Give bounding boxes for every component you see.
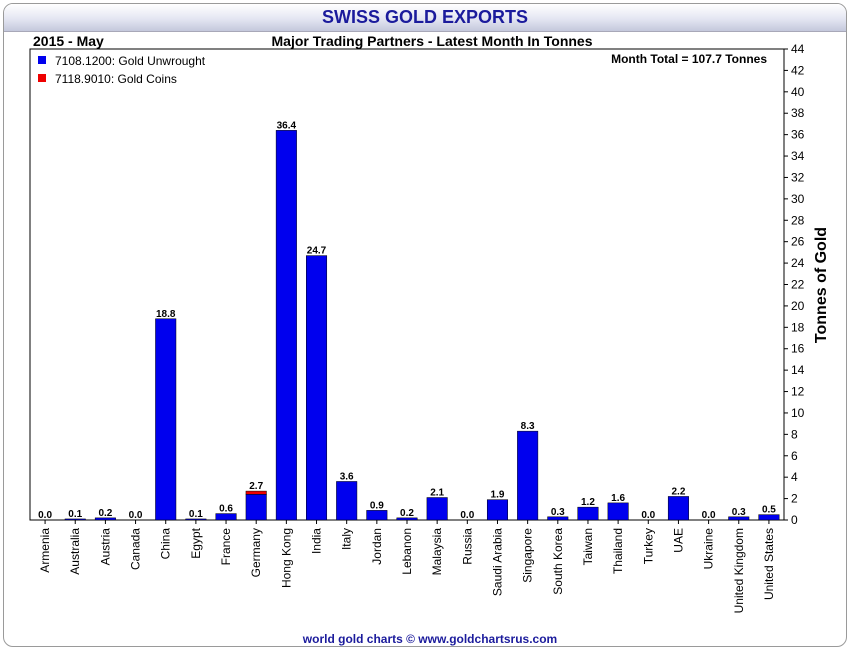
value-label: 1.2 [581,497,595,508]
value-label: 2.7 [249,481,263,492]
value-label: 0.0 [641,510,655,521]
legend-label-coins: 7118.9010: Gold Coins [55,72,177,86]
x-tick-label: Australia [68,528,82,575]
y-axis-title: Tonnes of Gold [813,227,830,343]
x-tick-label: India [310,528,324,554]
x-tick-label: Russia [460,528,474,565]
x-tick-label: Taiwan [581,528,595,565]
x-tick-label: Austria [98,528,112,566]
y-tick-label: 8 [791,427,798,441]
x-tick-label: Ukraine [702,528,716,570]
value-label: 0.1 [68,509,82,520]
y-tick-label: 30 [791,192,805,206]
x-tick-label: Egypt [189,527,203,558]
y-tick-label: 28 [791,213,805,227]
x-tick-label: Turkey [641,528,655,564]
x-tick-label: Jordan [370,528,384,565]
y-tick-label: 22 [791,278,805,292]
x-tick-label: Singapore [521,528,535,583]
y-tick-label: 44 [791,42,805,56]
y-tick-label: 14 [791,363,805,377]
bar-germany-series-0 [246,494,267,520]
x-tick-label: Germany [249,528,263,577]
x-tick-label: United States [762,528,776,600]
bar-singapore-series-0 [517,431,538,520]
x-tick-label: United Kingdom [732,528,746,613]
value-label: 0.5 [762,505,776,516]
value-label: 8.3 [521,421,535,432]
x-tick-label: France [219,528,233,566]
x-tick-label: Malaysia [430,528,444,576]
y-tick-label: 40 [791,85,805,99]
x-tick-label: Italy [340,528,354,550]
x-tick-label: Thailand [611,528,625,574]
value-label: 0.0 [702,510,716,521]
bar-taiwan-series-0 [578,507,599,520]
value-label: 0.3 [551,507,565,518]
value-label: 0.6 [219,504,233,515]
value-label: 2.2 [671,486,685,497]
x-tick-label: Hong Kong [279,528,293,588]
y-tick-label: 0 [791,513,798,527]
legend-swatch-unwrought [38,56,46,64]
value-label: 0.2 [98,508,112,519]
y-tick-label: 18 [791,320,805,334]
y-tick-label: 16 [791,342,805,356]
y-tick-label: 4 [791,470,798,484]
y-tick-label: 2 [791,492,798,506]
plot-area [30,49,784,520]
x-tick-label: Armenia [38,528,52,573]
y-tick-label: 42 [791,63,805,77]
y-tick-label: 34 [791,149,805,163]
bar-uae-series-0 [668,496,689,520]
value-label: 0.0 [38,510,52,521]
legend-swatch-coins [38,74,46,82]
value-label: 0.1 [189,509,203,520]
value-label: 1.9 [491,490,505,501]
bar-saudi-arabia-series-0 [487,500,508,520]
y-axis: 0246810121416182022242628303234363840424… [784,42,805,527]
legend-label-unwrought: 7108.1200: Gold Unwrought [55,54,206,68]
y-tick-label: 12 [791,385,805,399]
bar-malaysia-series-0 [427,498,448,520]
y-tick-label: 36 [791,128,805,142]
y-tick-label: 24 [791,256,805,270]
y-tick-label: 38 [791,106,805,120]
y-tick-label: 26 [791,235,805,249]
value-label: 0.3 [732,507,746,518]
footer-credit: world gold charts © www.goldchartsrus.co… [302,632,557,646]
value-label: 36.4 [277,120,297,131]
value-label: 0.9 [370,500,384,511]
bar-jordan-series-0 [367,510,388,520]
x-tick-label: South Korea [551,528,565,595]
y-tick-label: 20 [791,299,805,313]
value-label: 0.2 [400,508,414,519]
value-label: 0.0 [460,510,474,521]
x-axis: Armenia Australia Austria Canada China Egypt F… [38,520,776,613]
value-label: 24.7 [307,246,327,257]
bar-hong-kong-series-0 [276,130,297,520]
x-tick-label: China [159,528,173,560]
y-tick-label: 10 [791,406,805,420]
value-label: 0.0 [129,510,143,521]
x-tick-label: Canada [129,528,143,570]
bar-thailand-series-0 [608,503,629,520]
value-label: 1.6 [611,493,625,504]
bar-italy-series-0 [336,481,357,520]
value-label: 2.1 [430,488,444,499]
period-label: 2015 - May [33,33,104,49]
y-tick-label: 6 [791,449,798,463]
value-label: 18.8 [156,309,176,320]
x-tick-label: Saudi Arabia [490,528,504,596]
y-tick-label: 32 [791,170,805,184]
x-tick-label: Lebanon [400,528,414,575]
bar-china-series-0 [155,319,176,520]
x-tick-label: UAE [671,528,685,553]
chart-title: Major Trading Partners - Latest Month In… [272,33,593,49]
month-total-annotation: Month Total = 107.7 Tonnes [611,52,767,66]
value-label: 3.6 [340,471,354,482]
bar-india-series-0 [306,256,327,520]
